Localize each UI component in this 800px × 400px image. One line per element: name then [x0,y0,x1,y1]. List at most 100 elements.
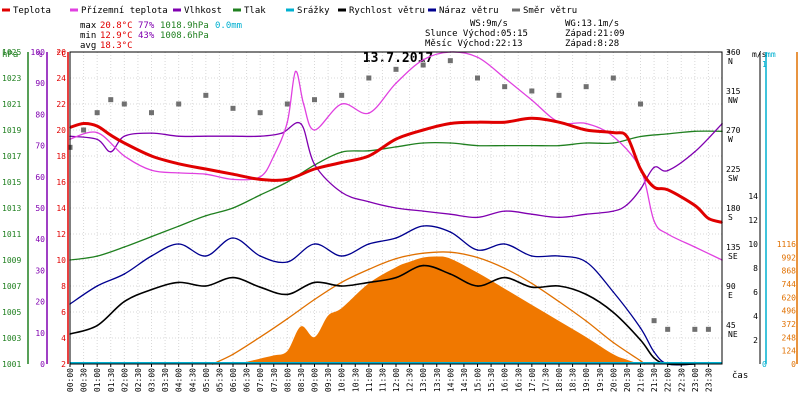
series-0-point-16 [449,122,452,125]
stats-avg-label: avg [80,41,96,51]
series-0-point-23 [626,135,628,138]
series-5-point-12 [395,237,397,239]
tick-humidity-3: 30 [35,266,45,275]
series-line-8 [212,251,646,365]
series-6-point-12 [339,92,345,98]
series-5-point-3 [150,255,153,257]
series-1-point-20 [531,99,533,101]
series-6-point-3 [108,97,114,103]
axis-humidity-label: % [37,50,43,60]
series-0-point-4 [123,142,126,144]
xtick-label-38: 19:00 [582,368,591,392]
xtick-label-20: 10:00 [338,368,347,392]
series-2-point-5 [177,135,180,138]
series-5-point-9 [313,243,316,245]
tick-direction-deg-8: 360 [726,48,741,57]
stats-max-label: max [80,21,97,31]
info-moon-set: Západ:8:28 [565,39,619,49]
xtick-label-11: 05:30 [215,368,224,392]
series-0-point-21 [585,129,587,131]
tick-humidity-6: 60 [35,173,45,182]
tick-direction-dir-8: N [728,57,733,66]
series-layer [67,51,723,366]
series-1-point-10 [294,70,297,73]
series-0-point-12 [340,161,343,164]
xtick-label-6: 03:00 [148,368,157,392]
series-2-point-27 [694,151,696,153]
xtick-label-47: 23:30 [704,368,713,392]
series-2-point-12 [340,191,343,194]
tick-pressure-0: 1001 [2,360,21,369]
info-ws: WS:9m/s [470,19,508,29]
stats-max-temp: 20.8°C [100,21,133,31]
tick-pressure-3: 1007 [2,282,21,291]
series-2-point-19 [531,213,533,216]
xtick-label-10: 05:00 [202,368,211,392]
series-8-point-6 [368,268,370,271]
tick-temperature-8: 18 [56,152,66,161]
info-moon: Měsíc Východ:22:13 [425,39,523,49]
series-0-point-3 [109,134,112,136]
series-0-point-2 [96,125,98,127]
tick-temperature-6: 14 [56,204,66,213]
xtick-label-36: 18:00 [555,368,564,392]
info-sun: Slunce Východ:05:15 [425,29,528,39]
tick-radiation-1: 124 [782,347,797,356]
info-sun-set: Západ:21:09 [565,29,625,39]
xtick-label-28: 14:00 [446,368,455,392]
stats-min-hum: 43% [138,31,155,41]
tick-pressure-8: 1017 [2,152,21,161]
tick-pressure-11: 1023 [2,74,21,83]
xtick-label-44: 22:00 [664,368,673,392]
series-2-point-14 [395,207,397,209]
axis-temperature-label: °C [56,50,67,60]
tick-pressure-2: 1005 [2,308,21,317]
series-2-point-24 [639,188,642,191]
series-3-point-14 [449,142,452,144]
legend-label-4: Srážky [297,6,330,16]
tick-radiation-8: 992 [782,253,797,262]
series-0-point-26 [666,189,669,191]
xtick-label-33: 16:30 [514,368,523,392]
tick-direction-dir-1: NE [728,330,738,339]
series-5-point-8 [286,261,289,263]
series-1-point-13 [340,103,343,105]
xtick-label-26: 13:00 [419,368,428,392]
xtick-label-14: 07:00 [256,368,265,392]
tick-pressure-4: 1009 [2,256,21,265]
series-2-point-1 [96,138,98,141]
series-8-point-13 [558,300,560,303]
series-8-point-7 [395,257,397,260]
xtick-label-32: 16:00 [501,368,510,392]
series-5-point-13 [422,225,424,227]
series-3-point-7 [259,194,261,196]
series-6-point-24 [651,318,657,324]
series-1-point-15 [395,82,397,84]
series-1-point-26 [666,233,669,235]
series-2-point-22 [612,210,615,212]
tick-pressure-10: 1021 [2,100,21,109]
series-5-point-2 [123,273,126,275]
series-8-point-14 [585,320,587,322]
tick-direction-dir-4: S [728,213,733,222]
tick-temperature-7: 16 [56,178,66,187]
series-6-point-4 [121,101,127,107]
xtick-label-19: 09:30 [324,368,333,392]
info-block: WS:9m/s WG:13.1m/s Slunce Východ:05:15 Z… [425,19,625,49]
series-4-point-8 [286,293,289,296]
tick-radiation-5: 620 [782,293,797,302]
axis-rain-label: mm [766,50,776,59]
series-3-point-22 [666,133,669,135]
series-5-point-7 [259,255,261,257]
series-2-point-23 [626,204,628,206]
series-4-point-16 [503,276,506,279]
tick-rain-0: 0 [762,360,767,369]
series-4-point-9 [313,281,316,284]
xtick-label-35: 17:30 [541,368,550,392]
series-4-point-7 [259,286,261,289]
xtick-label-9: 04:30 [188,368,197,392]
series-2-point-8 [259,135,261,138]
xtick-label-41: 20:30 [623,368,632,392]
series-0-point-28 [707,217,710,220]
tick-humidity-5: 50 [35,204,45,213]
